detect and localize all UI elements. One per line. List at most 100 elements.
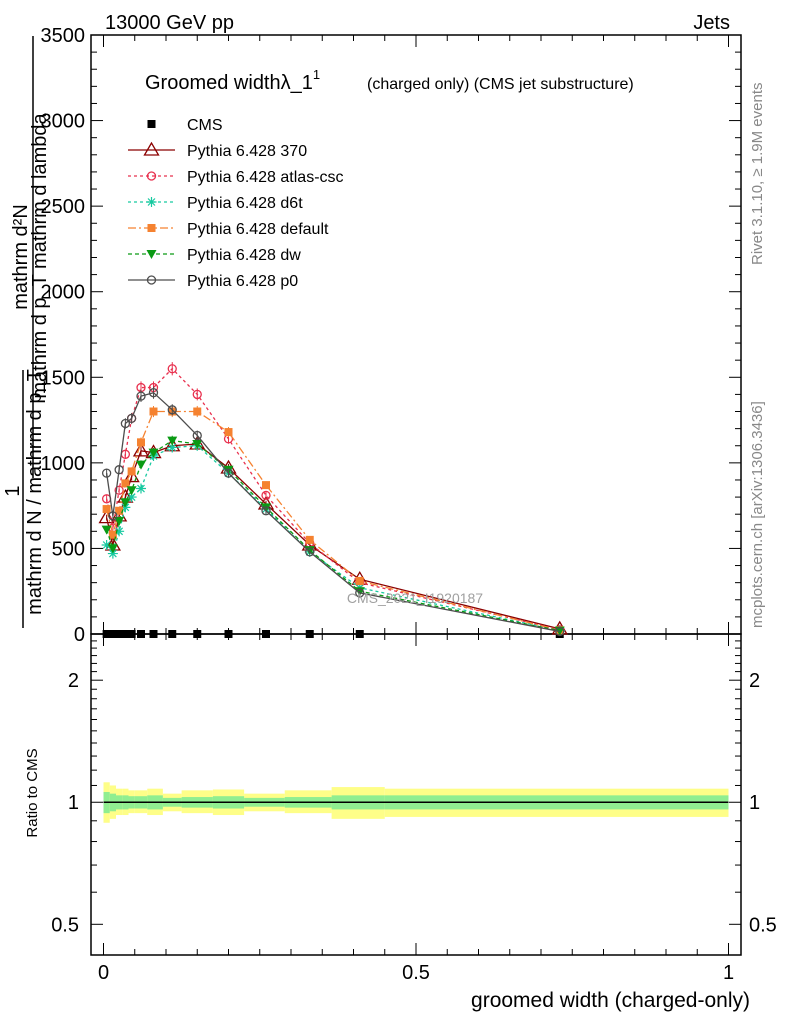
mcplots-info: mcplots.cern.ch [arXiv:1306.3436] <box>749 401 766 628</box>
data-point <box>261 506 271 516</box>
data-point <box>305 547 315 557</box>
main-y-tick-label: 1000 <box>41 453 86 475</box>
series-line <box>105 410 560 631</box>
series-5 <box>101 435 565 636</box>
data-point <box>305 535 314 544</box>
ratio-y-tick-label-right: 1 <box>749 792 760 814</box>
data-point <box>108 630 117 638</box>
data-point <box>123 468 140 483</box>
legend-item: Pythia 6.428 atlas-csc <box>128 169 344 186</box>
data-point <box>224 630 233 638</box>
y-label-num: mathrm d²N <box>10 204 32 310</box>
data-point <box>192 430 202 441</box>
header-right: Jets <box>693 12 730 34</box>
data-point <box>107 544 118 554</box>
data-point <box>115 630 124 638</box>
data-point <box>126 492 137 503</box>
main-y-tick-label: 1500 <box>41 367 86 389</box>
data-point <box>114 465 124 475</box>
data-point <box>136 460 146 470</box>
legend-marker <box>143 141 160 156</box>
data-point <box>167 405 177 415</box>
legend-label: Pythia 6.428 dw <box>187 247 301 264</box>
data-point <box>102 505 111 514</box>
ratio-bands <box>103 782 729 823</box>
data-point <box>108 530 117 539</box>
y-axis-label-main: mathrm d²N mathrm d p_T mathrm d lambda … <box>2 36 51 628</box>
data-point <box>305 630 314 638</box>
series-4 <box>102 405 564 635</box>
data-point <box>193 407 202 416</box>
main-y-tick-label: 0 <box>74 624 85 646</box>
data-point <box>148 388 159 398</box>
data-point <box>102 630 111 638</box>
data-point <box>120 498 131 508</box>
legend-label: Pythia 6.428 370 <box>187 143 307 160</box>
y-label-den: mathrm d p_T mathrm d lambda <box>29 112 51 398</box>
series-line <box>105 443 560 630</box>
main-y-tick-label: 2500 <box>41 196 86 218</box>
data-point <box>355 588 365 598</box>
ratio-y-tick-label-right: 0.5 <box>749 914 777 936</box>
legend-marker <box>146 197 157 207</box>
data-point <box>101 540 112 551</box>
data-point <box>114 526 125 537</box>
data-point <box>223 468 234 478</box>
legend-marker <box>146 250 157 259</box>
legend-label: Pythia 6.428 p0 <box>187 273 298 290</box>
data-point <box>120 418 131 429</box>
data-point <box>136 391 146 401</box>
series-3 <box>101 440 565 636</box>
main-frame: 0 500 1000 1500 2000 2500 3000 3500 <box>41 25 742 646</box>
legend-item: Pythia 6.428 370 <box>128 141 307 160</box>
data-point <box>168 630 177 638</box>
data-point <box>127 630 136 638</box>
ratio-frame: 0 0.5 1 0.5 0.5 1 1 2 2 <box>51 633 777 984</box>
series-6 <box>101 386 565 637</box>
data-point <box>149 630 158 638</box>
data-point <box>121 479 130 488</box>
series-line <box>105 367 560 631</box>
legend-item: Pythia 6.428 d6t <box>128 195 303 212</box>
legend-marker <box>146 275 157 285</box>
rivet-info: Rivet 3.1.10, ≥ 1.9M events <box>749 83 766 266</box>
legend-label: Pythia 6.428 atlas-csc <box>187 169 344 186</box>
legend-label: Pythia 6.428 d6t <box>187 195 303 212</box>
main-y-tick-label: 3500 <box>41 25 86 47</box>
ratio-y-tick-label: 1 <box>68 792 79 814</box>
main-y-tick-label: 500 <box>52 538 85 560</box>
legend-item: CMS <box>147 117 223 134</box>
x-tick-label: 1 <box>723 962 734 984</box>
data-point <box>555 626 565 637</box>
data-point <box>192 389 202 400</box>
data-point <box>120 502 131 513</box>
series-2 <box>101 362 565 635</box>
legend-marker <box>146 171 157 181</box>
legend-marker <box>147 120 156 128</box>
data-point <box>261 490 271 501</box>
data-point <box>101 525 112 535</box>
main-series <box>98 362 568 638</box>
data-point <box>121 630 130 638</box>
y-label-coef-num: 1 <box>2 485 24 496</box>
data-point <box>137 438 145 447</box>
data-point <box>127 467 136 476</box>
data-point <box>132 442 150 457</box>
ratio-y-tick-label: 2 <box>68 670 79 692</box>
data-point <box>149 407 158 416</box>
data-point <box>167 364 177 374</box>
data-point <box>107 548 118 559</box>
data-point <box>126 413 137 424</box>
data-point <box>167 436 178 446</box>
chart-title-sup: 1 <box>313 67 320 82</box>
legend-label: Pythia 6.428 default <box>187 221 329 238</box>
data-point <box>114 485 124 495</box>
data-point <box>224 428 233 437</box>
legend-item: Pythia 6.428 default <box>128 221 329 238</box>
data-point <box>355 630 364 638</box>
data-point <box>355 576 364 585</box>
data-point <box>101 468 112 478</box>
data-point <box>137 630 145 638</box>
analysis-watermark: CMS_2021_I1920187 <box>347 590 483 606</box>
